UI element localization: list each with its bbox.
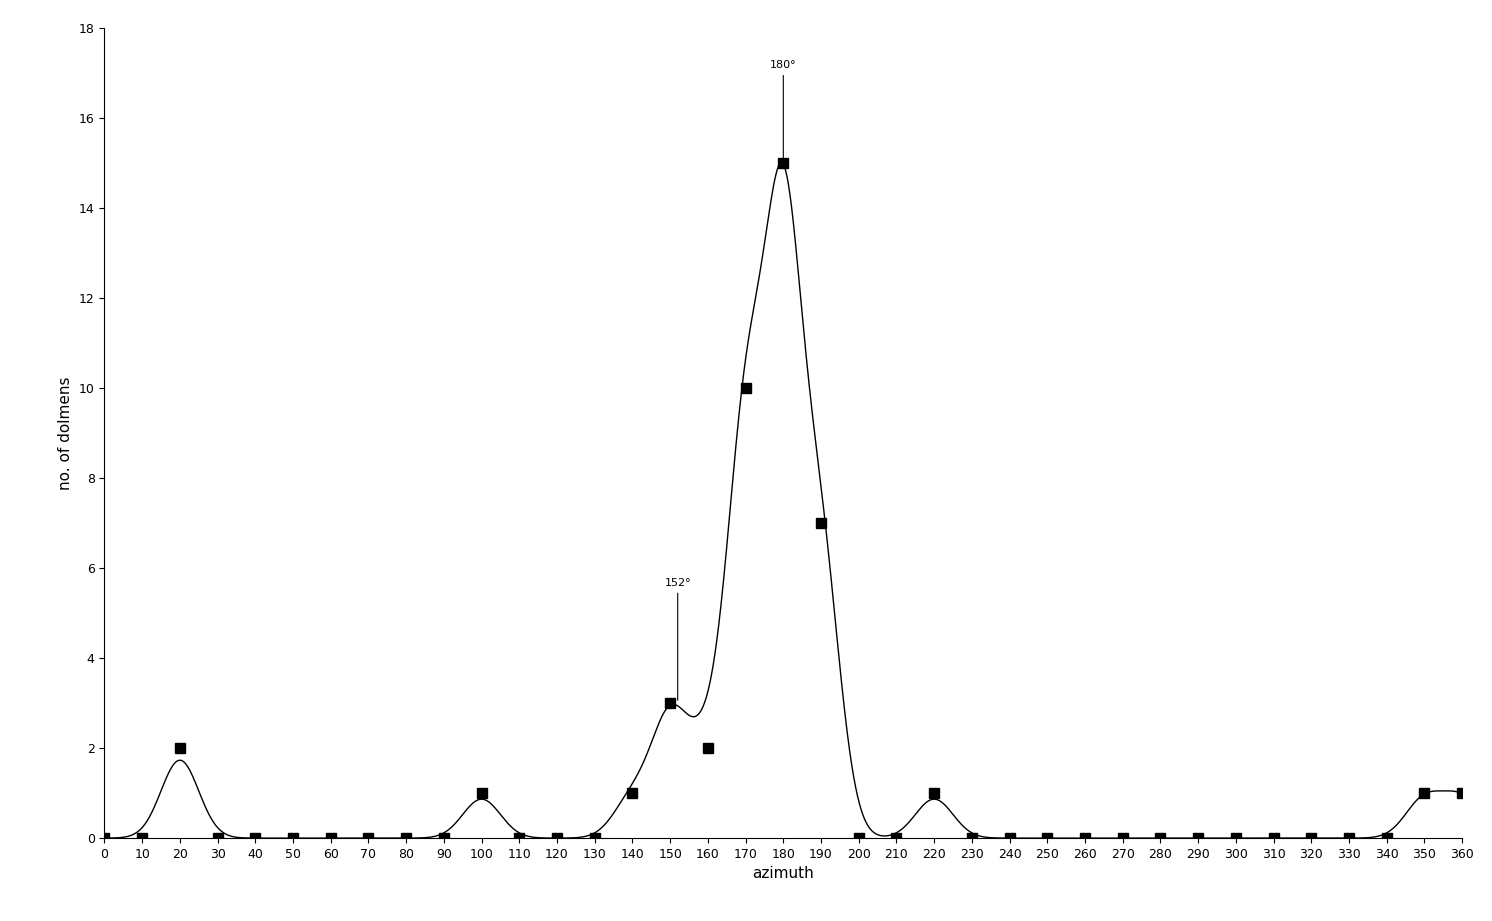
Text: 152°: 152° <box>664 578 691 589</box>
X-axis label: azimuth: azimuth <box>752 867 815 881</box>
Text: 180°: 180° <box>770 61 797 70</box>
Y-axis label: no. of dolmens: no. of dolmens <box>58 376 73 490</box>
